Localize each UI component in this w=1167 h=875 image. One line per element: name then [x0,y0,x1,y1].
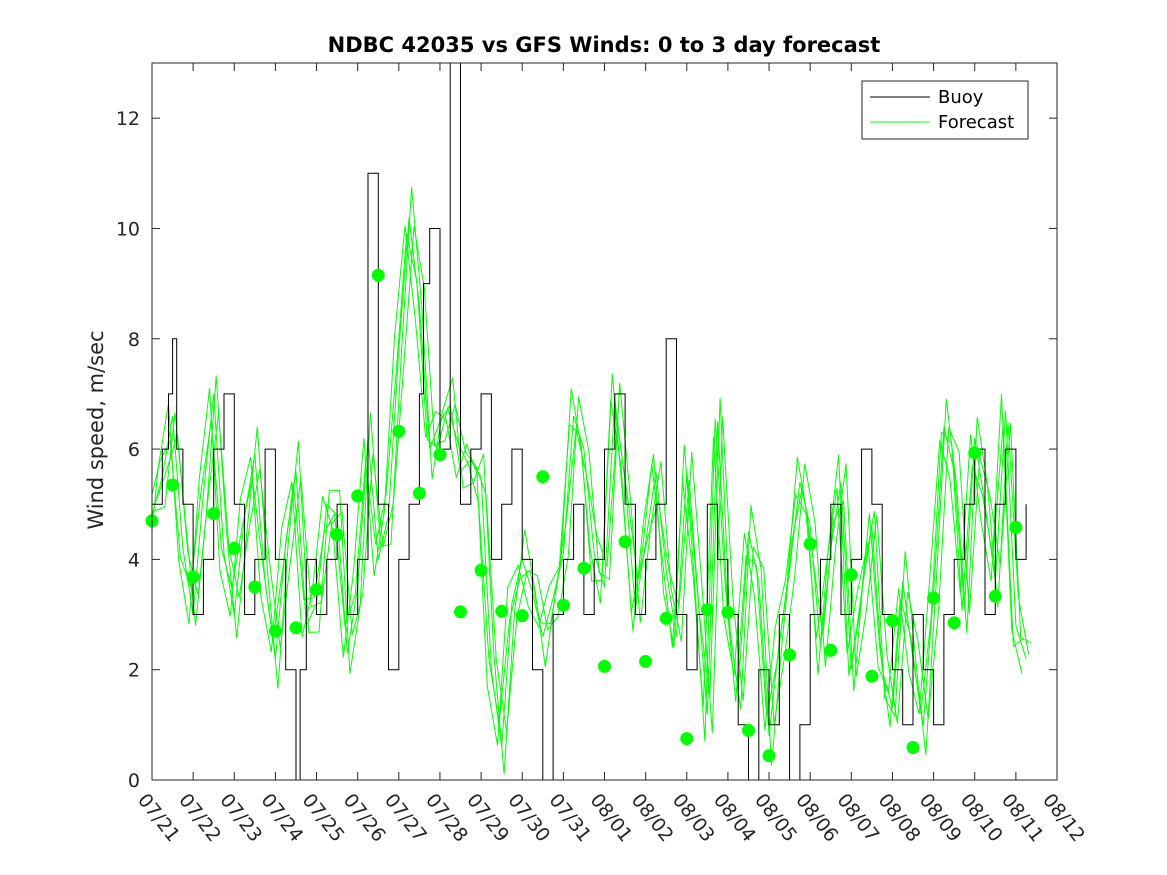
x-tick-label: 07/29 [462,790,513,847]
y-tick-label: 2 [128,660,140,682]
x-tick-label: 08/11 [997,790,1048,847]
x-tick-label: 08/05 [750,790,801,847]
forecast-marker [700,603,714,617]
forecast-marker [454,605,467,619]
x-tick-label: 07/30 [503,790,554,847]
x-tick-label: 07/31 [544,790,595,847]
forecast-marker [968,446,982,460]
x-tick-label: 07/25 [298,790,349,847]
forecast-marker [639,654,653,668]
forecast-marker [227,541,241,555]
y-axis-label: Wind speed, m/sec [84,330,108,529]
forecast-marker [659,611,673,625]
x-tick-label: 08/02 [627,790,678,847]
x-tick-label: 08/01 [586,790,637,847]
forecast-marker [1009,520,1023,534]
x-tick-label: 07/28 [421,790,472,847]
forecast-line [154,187,1030,775]
chart-title: NDBC 42035 vs GFS Winds: 0 to 3 day fore… [328,33,881,57]
legend: Buoy Forecast [861,80,1029,140]
legend-box [861,80,1029,140]
x-tick-label: 08/03 [668,790,719,847]
forecast-marker [310,583,323,597]
forecast-marker [947,616,961,630]
forecast-marker [248,580,262,594]
y-axis: 0 2 4 6 8 10 12 [116,108,1057,792]
y-tick-label: 10 [116,218,140,240]
forecast-marker [927,591,941,605]
x-tick-label: 08/06 [791,790,842,847]
forecast-marker [783,648,797,662]
forecast-marker [803,537,817,551]
forecast-markers [145,268,1023,763]
x-tick-label: 08/10 [956,790,1007,847]
forecast-marker [865,669,879,683]
forecast-marker [556,598,570,612]
forecast-marker [289,621,303,635]
forecast-marker [268,624,282,638]
forecast-marker [536,470,550,484]
x-tick-label: 08/04 [709,790,760,847]
forecast-marker [844,568,858,582]
x-tick-label: 08/12 [1038,790,1089,847]
legend-label-buoy: Buoy [938,87,984,108]
x-tick-label: 07/26 [339,790,390,847]
buoy-series [152,62,1027,781]
y-tick-label: 4 [128,549,140,571]
forecast-line [151,217,1027,747]
forecast-marker [680,732,694,746]
forecast-marker [392,424,406,438]
forecast-marker [906,741,920,754]
x-tick-label: 08/09 [915,790,966,847]
forecast-marker [988,589,1002,603]
x-tick-label: 08/08 [874,790,925,847]
forecast-marker [186,570,200,584]
legend-label-forecast: Forecast [938,112,1014,133]
x-tick-label: 07/27 [380,790,431,847]
buoy-line [152,62,1027,781]
forecast-marker [433,448,447,462]
x-tick-label: 07/22 [174,790,225,847]
forecast-marker [762,749,776,763]
x-tick-label: 08/07 [832,790,883,847]
x-tick-label: 07/23 [215,790,266,847]
forecast-marker [330,528,344,542]
forecast-line [156,226,1032,734]
forecast-marker [351,489,365,503]
forecast-marker [618,535,632,549]
y-tick-label: 6 [128,439,140,461]
forecast-marker [474,563,488,577]
y-tick-label: 0 [128,770,140,792]
forecast-marker [515,609,529,623]
forecast-marker [886,614,899,628]
forecast-marker [598,659,611,673]
forecast-lines [151,187,1032,775]
forecast-marker [824,643,838,657]
plot-area: 0 2 4 6 8 10 12 07/2107/2207/2307/2407/2507/26… [116,62,1089,847]
x-tick-label: 07/21 [133,790,184,847]
y-tick-label: 8 [128,329,140,351]
forecast-marker [412,486,426,500]
y-tick-label: 12 [116,108,140,130]
forecast-marker [207,507,221,521]
forecast-marker [495,604,509,618]
forecast-marker [721,605,735,619]
forecast-line [151,233,1025,742]
forecast-marker [577,561,591,575]
x-tick-label: 07/24 [256,790,307,847]
forecast-marker [742,723,755,737]
forecast-marker [371,268,385,282]
forecast-marker [166,478,180,492]
